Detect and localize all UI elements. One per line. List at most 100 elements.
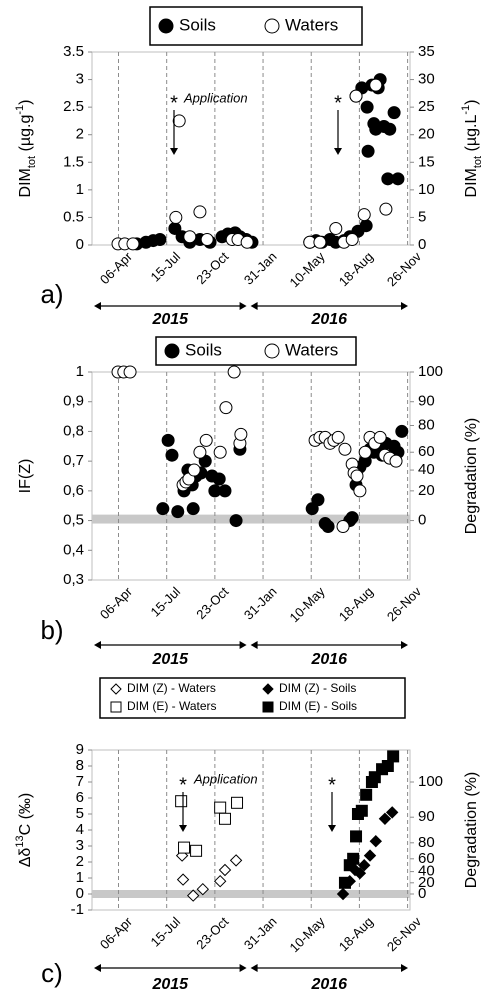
data-point [219,401,233,415]
period-arrowhead [94,641,101,649]
data-point [186,889,200,902]
y-tick-label: 1 [76,181,84,198]
data-point [358,445,372,459]
x-tick-label: 31-Jan [241,249,280,288]
y-tick-label: 0,7 [63,452,84,469]
data-point [227,365,241,379]
data-point [350,830,363,843]
data-point [176,873,190,886]
legend-label: Waters [285,340,338,359]
y-tick-label: 3 [76,837,84,854]
plot-frame [91,371,411,581]
x-tick-label: 31-Jan [241,914,280,953]
data-point [200,232,214,246]
y2-tick-label: 0 [418,512,426,529]
data-point [212,472,226,486]
y-tick-label: 0,5 [63,512,84,529]
data-point [353,484,367,498]
data-point [350,469,364,483]
y2-tick-label: 90 [418,808,435,825]
y-tick-label: 0,8 [63,422,84,439]
panel-label: a) [40,279,63,309]
data-point [187,463,201,477]
y2-tick-label: 100 [418,363,443,380]
axis-title-part: ) [17,100,34,105]
y-tick-label: 6 [76,789,84,806]
data-point [171,505,185,519]
data-point [329,221,343,235]
y2-tick-label: 60 [418,850,435,867]
axis-title-part: Δδ [17,848,34,868]
data-point [214,801,227,814]
data-point [218,812,231,825]
y-tick-label: 1 [76,869,84,886]
data-point [338,442,352,456]
data-point [383,122,397,136]
data-point [213,874,227,888]
axis-title-part: ) [463,100,480,105]
x-tick-label: 15-Jul [148,584,184,620]
y2-tick-label: 10 [418,181,435,198]
data-point [360,788,373,801]
panel-label: c) [41,958,63,988]
y2-tick-label: 0 [418,885,426,902]
data-point [379,202,393,216]
y2-tick-label: 20 [418,874,435,891]
y-tick-label: 1 [76,363,84,380]
data-point [378,812,392,826]
data-point [165,448,179,462]
data-point [183,230,197,244]
axis-title-part: 13 [14,835,26,847]
x-tick-label: 18-Aug [336,914,376,954]
data-point [199,433,213,447]
y-tick-label: -1 [71,901,84,918]
data-point [385,806,399,819]
data-point [360,100,374,114]
y-tick-label: 0.5 [63,208,84,225]
annotation-arrowhead [328,825,336,832]
y2-tick-label: 80 [418,416,435,433]
period-label: 2016 [310,311,347,328]
period-arrowhead [250,964,258,972]
legend-box [99,677,406,719]
axis-title-part: DIM [463,168,480,197]
annotation: * [334,92,342,114]
axis-title-part: tot [472,156,484,168]
data-point [190,844,203,857]
data-point [359,219,373,233]
data-point [363,849,377,862]
axis-title: Δδ13C (‰) [14,793,34,868]
data-point [389,454,403,468]
data-point [358,858,371,872]
legend-label: Soils [185,340,222,359]
axis-title: Degradation (%) [463,772,480,889]
legend-label: DIM (Z) - Soils [279,681,356,695]
legend-marker [110,683,122,695]
legend-marker [264,18,280,34]
axis-title: Degradation (%) [463,418,480,535]
data-point [349,89,363,103]
data-point [193,445,207,459]
data-point [218,484,232,498]
x-tick-label: 26-Nov [384,914,425,955]
y-tick-label: 2.5 [63,98,84,115]
x-tick-label: 26-Nov [384,584,425,625]
annotation-arrowhead [170,148,178,155]
y2-tick-label: 20 [418,482,435,499]
period-label: 2016 [310,651,347,668]
y-tick-label: 0,9 [63,393,84,410]
annotation: Application [183,90,248,105]
data-point [156,502,170,516]
period-arrowhead [250,641,258,649]
data-point [355,804,368,817]
x-tick-label: 10-May [287,914,329,956]
annotation: * [328,774,336,796]
data-point [336,887,350,901]
y2-tick-label: 0 [418,236,426,253]
y2-tick-label: 60 [418,443,435,460]
x-tick-label: 23-Oct [193,914,231,952]
axis-title-part: (µg.L [463,115,480,156]
axis-title-part: Degradation (%) [463,772,480,889]
x-tick-label: 18-Aug [336,584,376,624]
x-tick-label: 26-Nov [384,249,425,290]
